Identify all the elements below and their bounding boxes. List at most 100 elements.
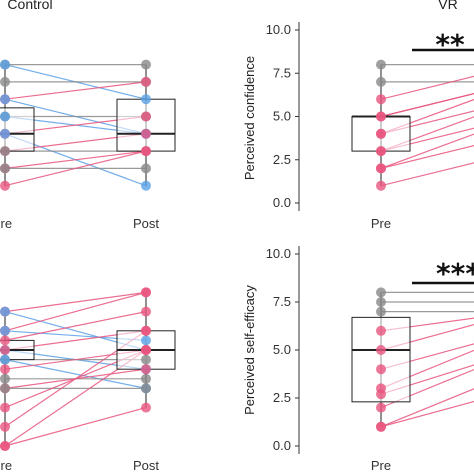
data-point-post (141, 383, 151, 394)
data-point-pre (376, 389, 386, 400)
data-point-pre (376, 297, 386, 307)
data-point-pre (0, 364, 10, 375)
y-tick-label: 2.5 (273, 152, 291, 167)
data-point-post (141, 345, 151, 355)
panel-title: VR (438, 0, 457, 12)
data-point-pre (376, 287, 386, 298)
data-point-pre (376, 364, 386, 375)
pair-line (380, 133, 474, 169)
data-point-pre (0, 354, 10, 365)
data-point-post (141, 111, 151, 122)
data-point-post (141, 180, 151, 191)
data-point-post (141, 325, 151, 336)
data-point-post (141, 287, 151, 298)
data-point-pre (0, 163, 10, 174)
y-axis: 0.0 2.5 5.0 7.5 10.0 (266, 246, 300, 454)
y-tick-label: 2.5 (273, 390, 291, 405)
x-tick-label-post: Post (133, 458, 159, 473)
data-point-pre (0, 421, 10, 432)
pair-line (4, 359, 147, 389)
x-tick-label-pre: Pre (0, 216, 12, 231)
data-point-pre (376, 163, 386, 174)
data-point-pre (376, 325, 386, 336)
box-post (116, 98, 176, 152)
panel-control-self-efficacy: Pre Post (0, 287, 176, 473)
data-point-post (141, 59, 151, 70)
data-point-post (141, 402, 151, 413)
y-axis: 0.0 2.5 5.0 7.5 10.0 (266, 22, 300, 211)
y-tick-label: 0.0 (273, 438, 291, 453)
y-tick-label: 0.0 (273, 195, 291, 210)
data-point-post (141, 146, 151, 157)
x-tick-label-pre: Pre (0, 458, 12, 473)
data-point-pre (0, 335, 10, 346)
data-point-pre (0, 59, 10, 70)
y-axis-title: Perceived confidence (242, 56, 257, 180)
y-tick-label: 5.0 (273, 342, 291, 357)
data-point-pre (376, 59, 386, 70)
data-point-pre (376, 111, 386, 122)
pair-line (380, 75, 474, 100)
data-point-pre (376, 76, 386, 87)
x-tick-label-post: Post (133, 216, 159, 231)
pair-line (4, 150, 147, 187)
data-point-pre (376, 402, 386, 413)
x-tick-label-pre: Pre (371, 216, 391, 231)
significance-marker: *** (436, 257, 474, 290)
pair-line (380, 388, 474, 428)
data-point-pre (376, 345, 386, 355)
data-point-pre (0, 345, 10, 355)
pair-line (380, 400, 474, 428)
panel-control-confidence: Control Pre Post (0, 0, 176, 231)
panel-vr-self-efficacy: Perceived self-efficacy 0.0 2.5 5.0 7.5 10.0… (242, 246, 474, 473)
pair-line (380, 93, 474, 118)
data-point-pre (376, 94, 386, 105)
x-tick-label-pre: Pre (371, 458, 391, 473)
data-point-pre (0, 383, 10, 394)
panel-vr-confidence: VR Perceived confidence 0.0 2.5 5.0 7.5 10.0… (242, 0, 474, 231)
pair-line (4, 311, 147, 341)
pair-line (4, 150, 147, 169)
data-point-pre (376, 421, 386, 432)
pair-line (380, 162, 474, 187)
data-point-pre (0, 146, 10, 157)
data-point-post (141, 373, 151, 384)
pair-line (4, 291, 147, 313)
y-tick-label: 5.0 (273, 109, 291, 124)
data-point-post (141, 335, 151, 346)
data-point-post (141, 76, 151, 87)
data-point-pre (376, 306, 386, 317)
pair-line (380, 144, 474, 169)
plot-area (351, 287, 474, 432)
plot-area (351, 59, 474, 191)
y-tick-label: 10.0 (266, 22, 291, 37)
data-point-post (141, 128, 151, 139)
data-point-post (141, 306, 151, 317)
plot-area (0, 287, 176, 451)
pair-line (4, 407, 147, 447)
y-tick-label: 7.5 (273, 65, 291, 80)
data-point-pre (0, 306, 10, 317)
pair-line (4, 81, 147, 100)
data-point-pre (0, 373, 10, 384)
significance-marker: ** (435, 28, 465, 61)
data-point-pre (0, 325, 10, 336)
y-axis-title: Perceived self-efficacy (242, 285, 257, 415)
data-point-pre (376, 146, 386, 157)
data-point-post (141, 354, 151, 365)
data-point-pre (0, 180, 10, 191)
panel-title: Control (7, 0, 52, 12)
data-point-pre (0, 94, 10, 105)
data-point-pre (0, 441, 10, 451)
data-point-pre (0, 402, 10, 413)
y-tick-label: 7.5 (273, 294, 291, 309)
data-point-post (141, 94, 151, 105)
data-point-pre (0, 76, 10, 87)
data-point-post (141, 163, 151, 174)
data-point-pre (376, 180, 386, 191)
data-point-pre (0, 128, 10, 139)
pair-line (380, 93, 474, 118)
y-tick-label: 10.0 (266, 246, 291, 261)
plot-area (0, 59, 176, 191)
